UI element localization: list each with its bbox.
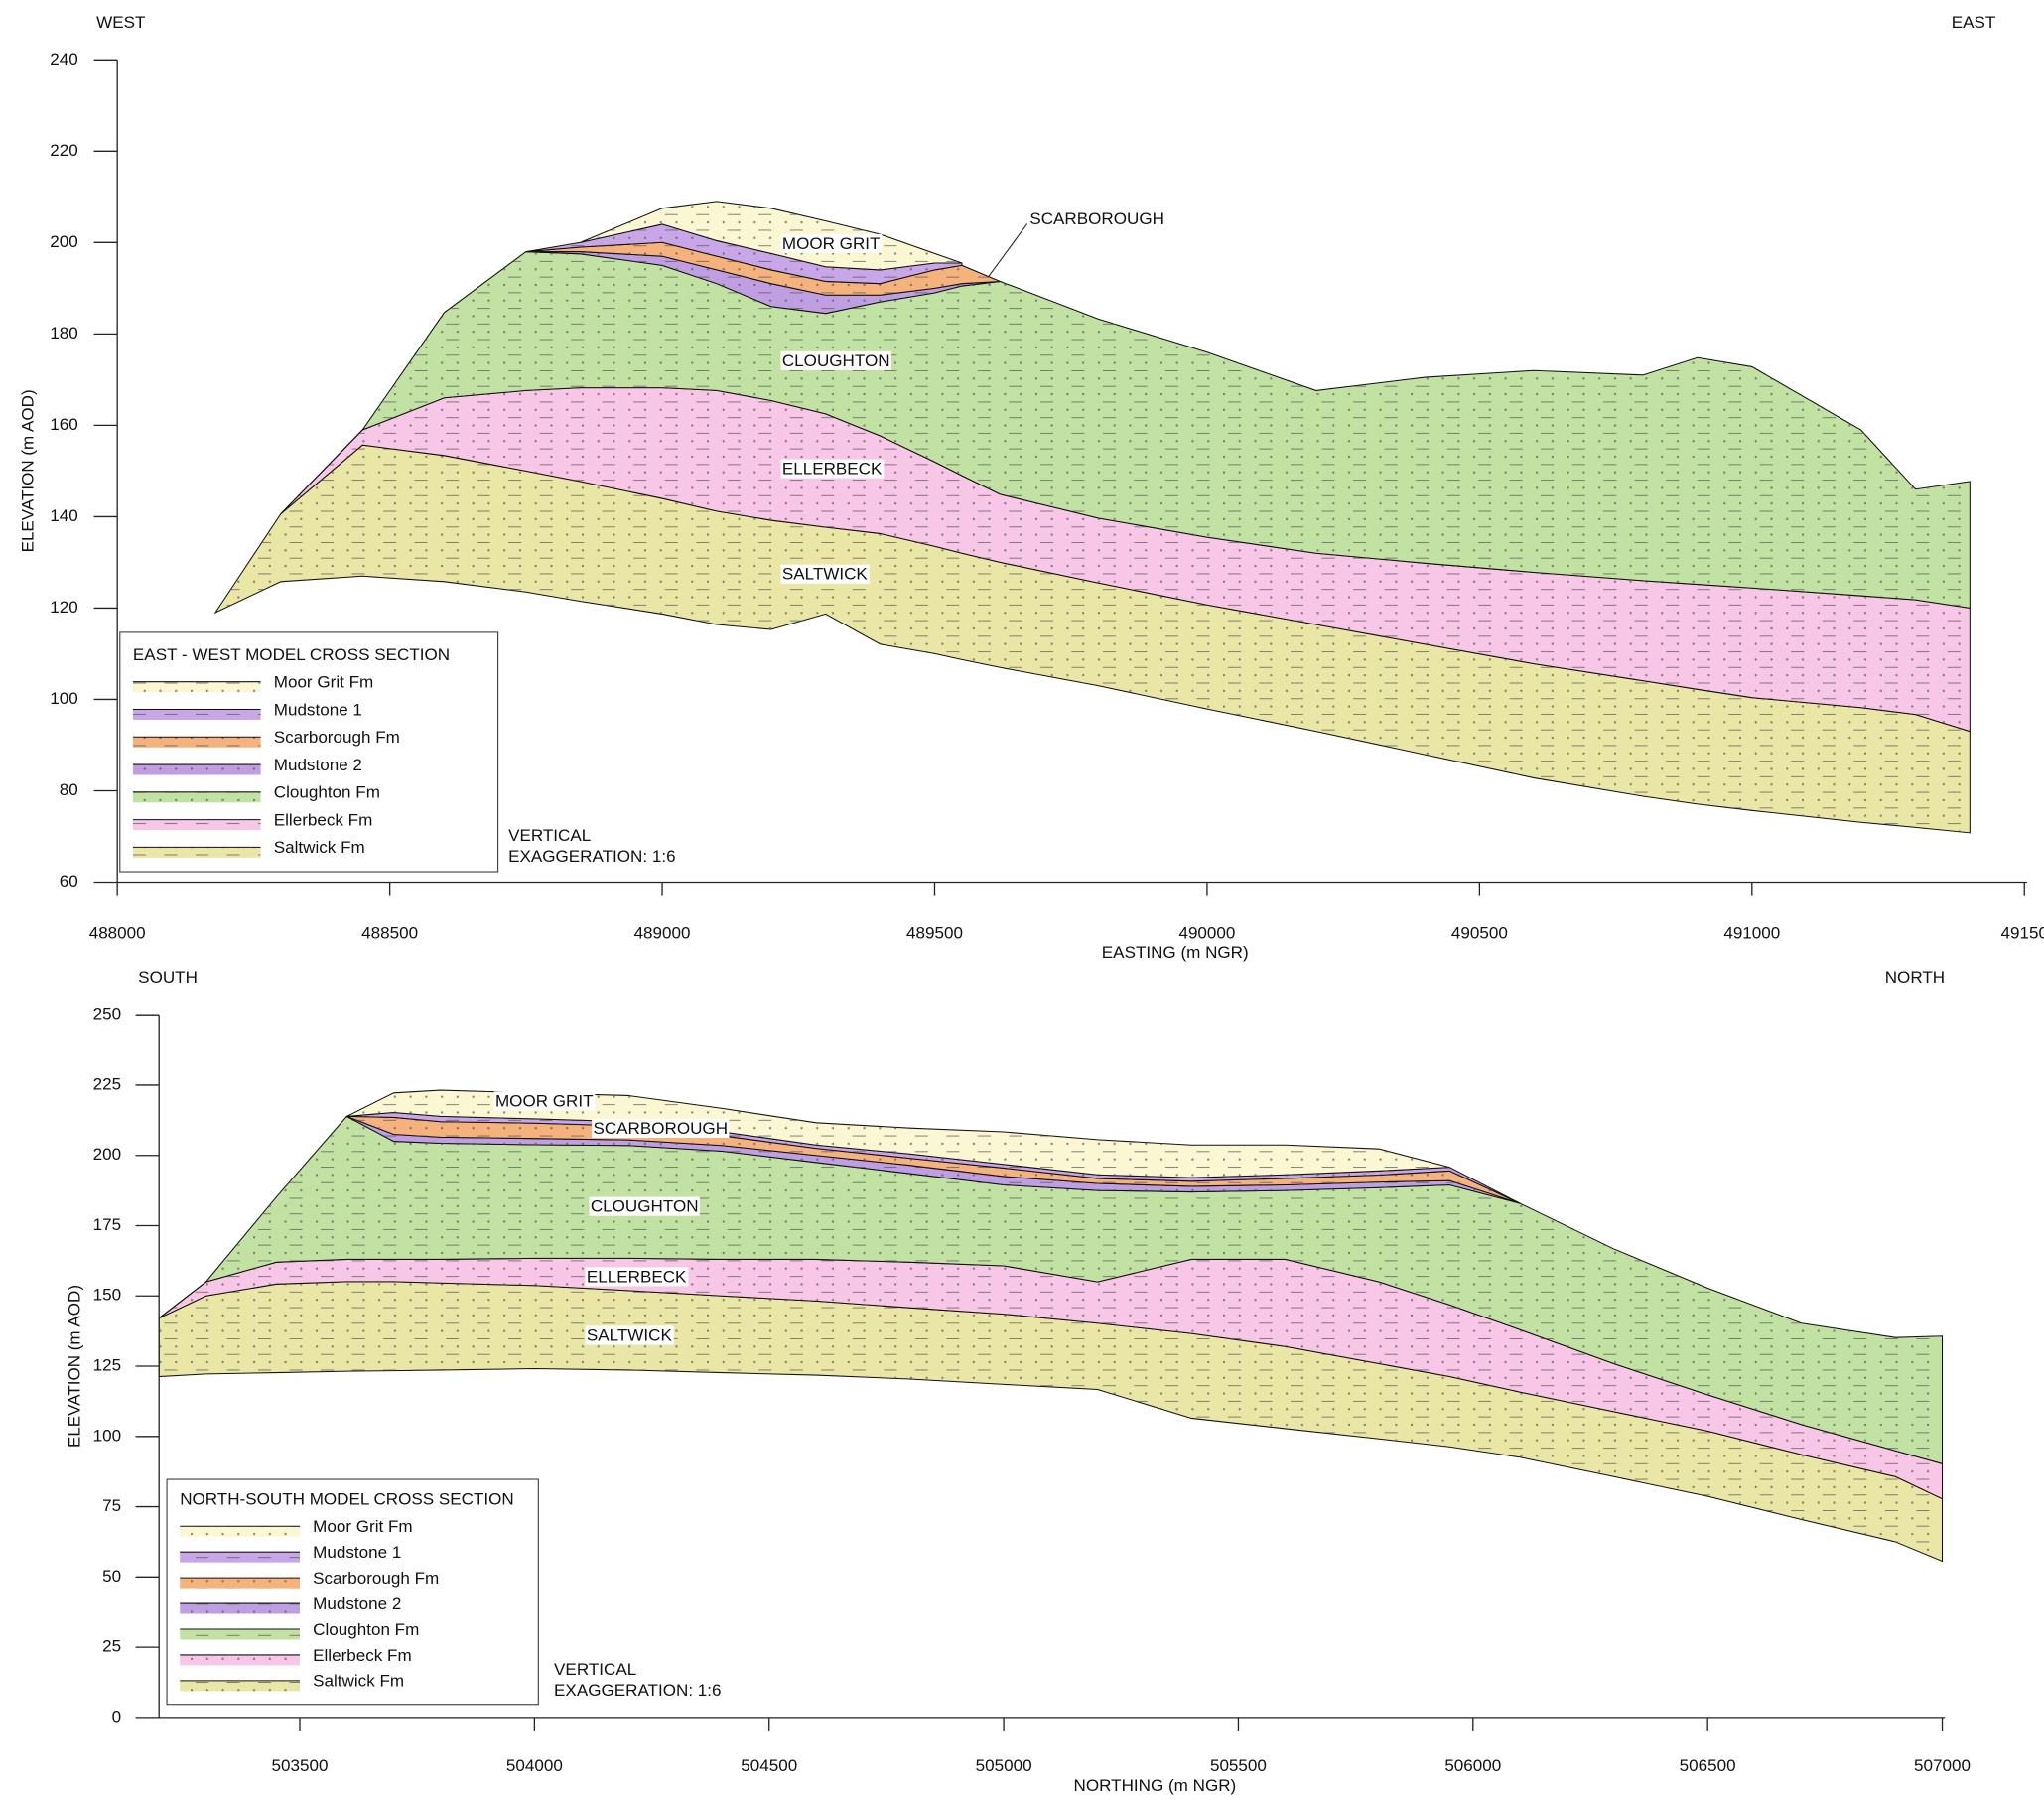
legend-hatch xyxy=(133,764,261,774)
note: VERTICAL xyxy=(554,1660,636,1679)
figure: 60 80 100 120 140 160 180 200 220 240 488000 488500… xyxy=(0,0,2044,1802)
legend-label: Saltwick Fm xyxy=(274,838,365,857)
legend-hatch xyxy=(180,1603,300,1613)
x-tick-label: 503500 xyxy=(272,1756,329,1775)
canvas: 60 80 100 120 140 160 180 200 220 240 488000 488500… xyxy=(18,13,2044,1795)
annotation: SALTWICK xyxy=(782,565,869,584)
legend-box xyxy=(120,632,498,872)
legend-label: Ellerbeck Fm xyxy=(313,1646,412,1665)
x-tick-label: 488000 xyxy=(89,923,146,942)
y-tick-label: 200 xyxy=(93,1145,121,1164)
y-tick-label: 125 xyxy=(93,1356,121,1375)
legend-label: Mudstone 1 xyxy=(274,700,362,719)
direction-label: WEST xyxy=(96,13,146,32)
legend-hatch xyxy=(133,847,261,857)
legend-label: Mudstone 2 xyxy=(313,1594,401,1613)
x-tick-label: 504500 xyxy=(741,1756,797,1775)
x-tick-label: 504000 xyxy=(506,1756,563,1775)
legend-hatch xyxy=(133,682,261,692)
legend-hatch xyxy=(133,820,261,830)
note: EXAGGERATION: 1:6 xyxy=(554,1681,721,1700)
annotation: ELLERBECK xyxy=(587,1267,687,1286)
x-tick-label: 488500 xyxy=(361,923,418,942)
legend-label: Mudstone 2 xyxy=(274,756,362,774)
y-tick-label: 0 xyxy=(112,1707,121,1726)
annotation: CLOUGHTON xyxy=(782,351,890,370)
leader-line xyxy=(988,223,1026,277)
y-tick-label: 160 xyxy=(50,415,77,434)
legend-label: Cloughton Fm xyxy=(313,1620,419,1639)
direction-label: NORTH xyxy=(1885,968,1945,987)
y-tick-label: 240 xyxy=(50,50,77,69)
legend-hatch xyxy=(133,792,261,802)
legend-label: Ellerbeck Fm xyxy=(274,810,373,829)
annotation: ELLERBECK xyxy=(782,460,883,479)
y-axis-title: ELEVATION (m AOD) xyxy=(18,389,37,552)
y-tick-label: 75 xyxy=(102,1496,121,1515)
y-tick-label: 220 xyxy=(50,141,77,160)
x-tick-label: 505500 xyxy=(1210,1756,1267,1775)
y-tick-label: 200 xyxy=(50,232,77,251)
annotation: SCARBOROUGH xyxy=(1029,209,1164,228)
y-tick-label: 100 xyxy=(93,1426,121,1445)
annotation: SALTWICK xyxy=(587,1325,673,1344)
legend-hatch xyxy=(180,1681,300,1691)
legend-hatch xyxy=(180,1629,300,1639)
legend-title: NORTH-SOUTH MODEL CROSS SECTION xyxy=(180,1490,514,1509)
y-tick-label: 175 xyxy=(93,1215,121,1234)
legend-hatch xyxy=(133,737,261,747)
direction-label: SOUTH xyxy=(138,968,198,987)
x-tick-label: 49150 xyxy=(2001,923,2044,942)
y-tick-label: 50 xyxy=(102,1567,121,1586)
y-tick-label: 120 xyxy=(50,598,77,617)
legend-label: Mudstone 1 xyxy=(313,1543,401,1562)
legend-label: Cloughton Fm xyxy=(274,783,380,802)
legend-hatch xyxy=(180,1578,300,1588)
x-tick-label: 490000 xyxy=(1178,923,1235,942)
x-tick-label: 505000 xyxy=(976,1756,1032,1775)
legend-label: Scarborough Fm xyxy=(274,728,400,747)
page: 60 80 100 120 140 160 180 200 220 240 488000 488500… xyxy=(0,0,2044,1802)
y-tick-label: 100 xyxy=(50,689,77,708)
x-tick-label: 489500 xyxy=(906,923,963,942)
annotation: CLOUGHTON xyxy=(591,1197,699,1216)
direction-label: EAST xyxy=(1952,13,1996,32)
legend: NORTH-SOUTH MODEL CROSS SECTION Moor Grit… xyxy=(167,1479,538,1705)
y-tick-label: 80 xyxy=(60,780,78,799)
x-tick-label: 507000 xyxy=(1914,1756,1971,1775)
legend-hatch xyxy=(133,709,261,719)
annotation: SCARBOROUGH xyxy=(593,1119,728,1138)
legend: EAST - WEST MODEL CROSS SECTION Moor Grit… xyxy=(120,632,498,872)
legend-label: Scarborough Fm xyxy=(313,1569,439,1588)
x-tick-label: 490500 xyxy=(1451,923,1508,942)
note: VERTICAL xyxy=(508,826,591,845)
y-tick-label: 225 xyxy=(93,1074,121,1093)
legend-label: Moor Grit Fm xyxy=(313,1517,412,1536)
note: EXAGGERATION: 1:6 xyxy=(508,847,675,866)
legend-label: Moor Grit Fm xyxy=(274,673,373,692)
y-axis-title: ELEVATION (m AOD) xyxy=(66,1285,84,1448)
y-tick-label: 25 xyxy=(102,1637,121,1656)
x-tick-label: 489000 xyxy=(634,923,691,942)
x-axis-title: EASTING (m NGR) xyxy=(1102,943,1249,962)
y-tick-label: 150 xyxy=(93,1286,121,1305)
y-tick-label: 140 xyxy=(50,506,77,525)
y-tick-label: 250 xyxy=(93,1005,121,1024)
legend-hatch xyxy=(180,1552,300,1562)
x-tick-label: 506500 xyxy=(1680,1756,1736,1775)
x-tick-label: 506000 xyxy=(1444,1756,1501,1775)
y-tick-label: 60 xyxy=(60,872,78,891)
legend-label: Saltwick Fm xyxy=(313,1672,404,1691)
x-axis-title: NORTHING (m NGR) xyxy=(1074,1776,1237,1795)
y-tick-label: 180 xyxy=(50,324,77,343)
legend-hatch xyxy=(180,1526,300,1536)
annotation: MOOR GRIT xyxy=(782,234,881,253)
annotation: MOOR GRIT xyxy=(495,1092,594,1111)
legend-title: EAST - WEST MODEL CROSS SECTION xyxy=(133,645,450,664)
legend-hatch xyxy=(180,1655,300,1665)
x-tick-label: 491000 xyxy=(1723,923,1780,942)
